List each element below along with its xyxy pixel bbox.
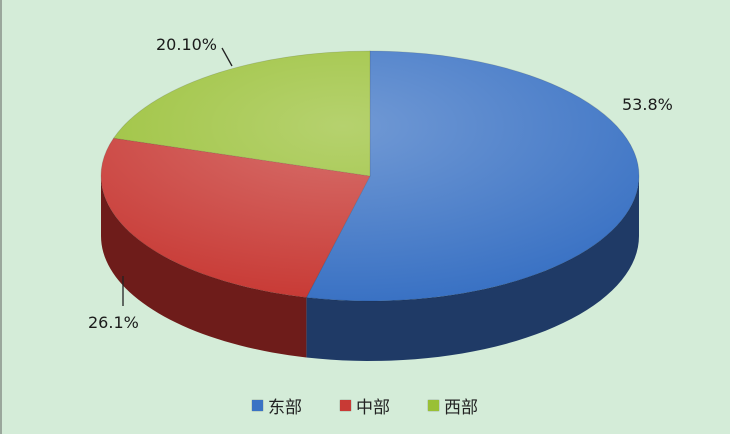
legend-swatch-east (252, 400, 263, 411)
data-label-west: 20.10% (156, 35, 217, 54)
pie-side-central (101, 176, 307, 358)
window-edge (0, 0, 2, 434)
pie-labels: 53.8% 26.1% 20.10% (88, 35, 673, 332)
data-label-east: 53.8% (622, 95, 673, 114)
legend-label-west: 西部 (444, 398, 478, 418)
legend-item-east: 东部 (252, 393, 302, 418)
legend-item-central: 中部 (340, 393, 390, 418)
pie-sides (101, 176, 639, 361)
legend-item-west: 西部 (428, 393, 478, 418)
legend-swatch-west (428, 400, 439, 411)
legend: 东部 中部 西部 (0, 393, 730, 418)
pie-side-east (306, 176, 639, 361)
legend-swatch-central (340, 400, 351, 411)
pie-gloss (101, 51, 639, 301)
legend-label-east: 东部 (268, 398, 302, 418)
data-label-central: 26.1% (88, 313, 139, 332)
legend-label-central: 中部 (356, 398, 390, 418)
pie-tops (100, 50, 640, 302)
leader-line-west (221, 47, 233, 67)
